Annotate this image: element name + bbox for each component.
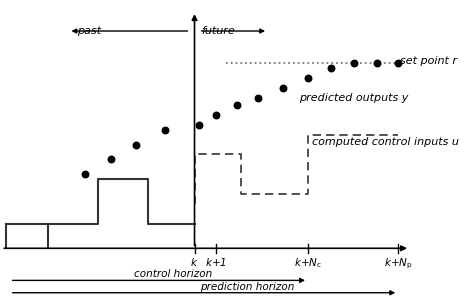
Point — [233, 103, 240, 108]
Text: $k$+$N_{\rm c}$: $k$+$N_{\rm c}$ — [294, 257, 322, 270]
Point — [394, 61, 402, 66]
Point — [327, 66, 335, 71]
Text: control horizon: control horizon — [134, 269, 212, 279]
Text: $k$: $k$ — [191, 257, 199, 268]
Point — [374, 61, 381, 66]
Point — [279, 85, 286, 90]
Text: computed control inputs u: computed control inputs u — [312, 137, 459, 147]
Point — [82, 172, 89, 177]
Point — [161, 127, 169, 132]
Point — [132, 142, 139, 147]
Point — [350, 61, 358, 66]
Text: $k$+$N_{\rm p}$: $k$+$N_{\rm p}$ — [384, 257, 412, 271]
Text: set point r: set point r — [400, 56, 457, 66]
Point — [212, 112, 219, 117]
Point — [304, 75, 312, 80]
Text: past: past — [77, 26, 101, 36]
Point — [107, 157, 114, 162]
Point — [254, 95, 261, 100]
Text: predicted outputs y: predicted outputs y — [300, 93, 409, 103]
Point — [195, 123, 202, 127]
Text: $k$+1: $k$+1 — [205, 257, 227, 268]
Text: prediction horizon: prediction horizon — [200, 282, 294, 292]
Text: future: future — [201, 26, 235, 36]
